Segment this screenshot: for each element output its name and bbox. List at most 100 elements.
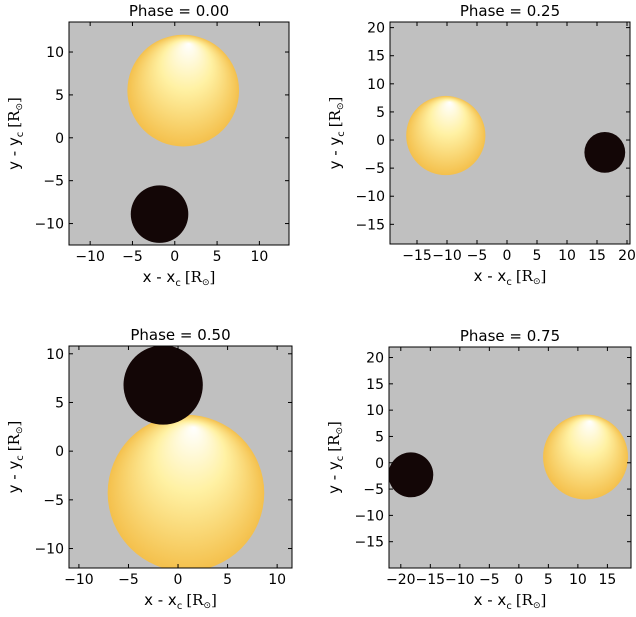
y-axis-unit: [R [325,434,343,452]
x-tick-label: −5 [467,248,488,264]
y-tick-label: −10 [34,217,64,233]
x-tick-label: −20 [386,572,416,588]
x-tick-label: 0 [174,572,183,588]
axes-frame [68,21,290,246]
x-axis-label: x - xc [R⊙] [144,591,217,612]
y-tick-label: 20 [366,351,384,367]
y-tick-label: 5 [376,105,385,121]
y-tick-label: 5 [375,429,384,445]
y-tick-label: 10 [367,77,385,93]
x-axis-label-sub: c [177,601,183,612]
x-axis-unit-close: ] [541,267,547,285]
y-axis-label-sub: c [15,455,26,461]
y-axis-unit: [R [5,110,23,128]
y-tick-label: 15 [366,377,384,393]
y-axis-label-text: y - y [5,137,23,170]
x-tick-label: 5 [544,572,553,588]
x-axis-label-sub: c [506,277,512,288]
sun-icon: ⊙ [533,277,541,287]
dark-star [584,131,626,173]
x-axis-unit-close: ] [210,268,216,286]
x-tick-label: −15 [416,572,446,588]
x-tick-label: 5 [533,248,542,264]
bright-star [127,34,240,147]
x-tick-label: 15 [588,248,606,264]
y-axis-label: y - yc [R⊙] [5,421,26,494]
y-tick-label: 0 [55,131,64,147]
x-axis-label-text: x - x [144,591,177,609]
axes-frame [389,21,631,245]
x-axis-label: x - xc [R⊙] [474,591,547,612]
x-tick-label: 5 [213,249,222,265]
x-tick-label: 0 [170,249,179,265]
x-tick-label: 20 [618,248,636,264]
y-tick-label: −15 [354,535,384,551]
y-tick-label: 10 [46,347,64,363]
x-tick-label: 0 [503,248,512,264]
dark-star [123,346,203,425]
x-tick-label: −5 [479,572,500,588]
dark-star [389,452,434,498]
y-axis-unit-close: ] [5,97,23,103]
y-axis-unit: [R [326,109,344,127]
x-axis-label-sub: c [175,278,181,289]
dark-star [130,185,189,243]
y-axis-label-sub: c [335,456,346,462]
x-tick-label: −15 [402,248,432,264]
stars [406,95,626,176]
chart-title: Phase = 0.50 [130,326,230,344]
sun-icon: ⊙ [15,426,25,434]
bright-star [107,414,265,568]
sun-icon: ⊙ [15,103,25,111]
y-axis-label-text: y - y [325,461,343,494]
y-axis-label: y - yc [R⊙] [5,97,26,170]
y-tick-label: 10 [46,45,64,61]
x-axis-label: x - xc [R⊙] [474,267,547,288]
y-tick-label: 20 [367,21,385,37]
x-tick-label: −10 [445,572,475,588]
x-axis-label-sub: c [506,601,512,612]
y-tick-label: 10 [366,403,384,419]
y-tick-label: −5 [43,174,64,190]
y-tick-label: 15 [367,49,385,65]
y-tick-label: 0 [376,133,385,149]
y-tick-label: −5 [364,161,385,177]
y-axis-label: y - yc [R⊙] [326,97,347,170]
y-tick-label: −10 [355,189,385,205]
y-tick-label: 0 [55,444,64,460]
x-axis-unit: [R [516,267,534,285]
y-tick-label: 0 [375,456,384,472]
x-axis-unit-close: ] [211,591,217,609]
x-axis-unit: [R [516,591,534,609]
axes-frame [388,346,632,569]
x-axis-unit: [R [186,591,204,609]
bright-star [543,414,629,500]
y-tick-label: 5 [55,395,64,411]
y-axis-label-text: y - y [326,137,344,170]
y-tick-label: 5 [55,88,64,104]
sun-icon: ⊙ [202,278,210,288]
x-tick-label: 10 [250,249,268,265]
x-tick-label: 10 [558,248,576,264]
x-tick-label: 10 [569,572,587,588]
axes-frame [68,345,293,569]
x-axis-unit: [R [185,268,203,286]
sun-icon: ⊙ [203,601,211,611]
x-tick-label: 15 [598,572,616,588]
y-axis-label-sub: c [15,132,26,138]
y-tick-label: −15 [355,217,385,233]
x-axis-unit-close: ] [541,591,547,609]
chart-title: Phase = 0.25 [460,2,560,20]
y-axis-label-sub: c [336,131,347,137]
sun-icon: ⊙ [533,601,541,611]
y-tick-label: −5 [363,482,384,498]
x-tick-label: −5 [118,572,139,588]
y-axis-label-text: y - y [5,461,23,494]
x-axis-label-text: x - x [143,268,176,286]
x-tick-label: 0 [514,572,523,588]
